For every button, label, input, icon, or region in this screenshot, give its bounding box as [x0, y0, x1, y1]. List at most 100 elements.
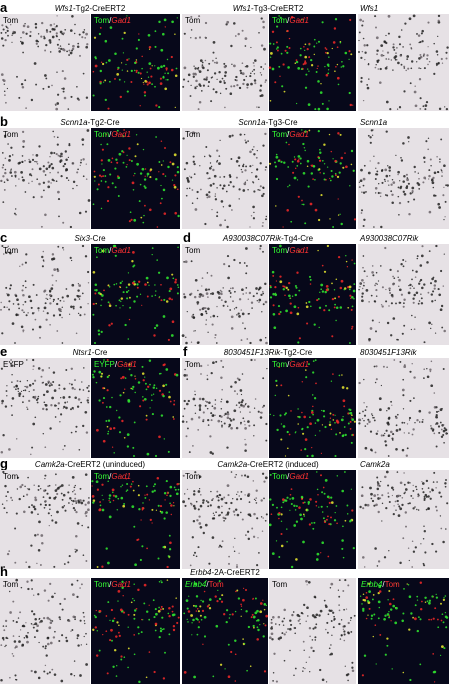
cell	[122, 504, 126, 508]
cell	[433, 72, 436, 75]
cell	[244, 45, 247, 47]
cell	[415, 485, 417, 488]
cell	[424, 596, 427, 600]
cell	[77, 283, 80, 285]
cell	[93, 614, 96, 617]
cell	[185, 194, 188, 197]
cell	[207, 418, 210, 422]
cell	[31, 328, 35, 331]
cell	[375, 63, 377, 66]
cell	[361, 24, 364, 27]
cell	[217, 589, 219, 592]
cell	[119, 281, 122, 285]
cell	[324, 65, 326, 68]
cell	[75, 502, 78, 504]
cell	[79, 619, 82, 622]
cell	[229, 613, 231, 616]
cell	[144, 494, 146, 496]
cell	[387, 407, 391, 410]
cell	[244, 449, 247, 452]
cell	[420, 254, 424, 258]
cell	[131, 181, 135, 185]
panel-bg	[91, 578, 180, 684]
cell	[259, 185, 262, 188]
micrograph	[91, 578, 180, 684]
cell	[255, 156, 258, 159]
cell	[202, 306, 206, 310]
text-part: Tom	[94, 246, 109, 255]
cell	[93, 36, 97, 39]
cell	[223, 262, 226, 266]
cell	[44, 503, 47, 507]
cell	[141, 304, 143, 306]
panel-label: Tom	[3, 472, 18, 481]
text-part: Tom	[3, 16, 18, 25]
cell	[187, 497, 190, 500]
cell	[136, 162, 139, 166]
cell	[369, 327, 373, 330]
cell	[167, 450, 170, 453]
cell	[117, 600, 119, 602]
cell	[204, 36, 207, 39]
cell	[295, 102, 298, 105]
cell	[410, 67, 413, 70]
cell	[323, 309, 326, 312]
cell	[107, 186, 110, 189]
cell	[128, 363, 131, 366]
cell	[13, 640, 17, 643]
cell	[333, 519, 337, 522]
cell	[158, 106, 161, 109]
cell	[363, 566, 366, 568]
cell	[223, 496, 226, 499]
cell	[140, 631, 143, 634]
cell	[362, 593, 365, 596]
cell	[36, 178, 39, 181]
cell	[412, 489, 415, 492]
cell	[320, 552, 322, 554]
cell	[274, 165, 278, 168]
cell	[380, 44, 384, 47]
cell	[59, 602, 62, 605]
cell	[388, 287, 391, 290]
cell	[33, 613, 36, 616]
cell	[48, 293, 52, 297]
cell	[249, 226, 251, 228]
cell	[396, 499, 399, 503]
cell	[32, 368, 34, 370]
cell	[98, 609, 101, 613]
cell	[221, 398, 223, 400]
panel-label: Tom/Gad1	[94, 580, 131, 589]
text-part: Gad1	[111, 16, 131, 25]
cell	[317, 65, 319, 67]
cell	[392, 43, 395, 46]
cell	[195, 610, 198, 612]
cell	[37, 485, 40, 488]
cell	[278, 65, 281, 68]
cell	[166, 494, 168, 497]
cell	[336, 46, 339, 49]
cell	[315, 558, 319, 561]
cell	[352, 289, 356, 293]
text-part: -Tg2-Cre	[280, 348, 313, 357]
cell	[143, 83, 145, 85]
cell	[128, 159, 131, 162]
cell	[346, 504, 349, 507]
cell	[157, 504, 160, 507]
cell	[254, 175, 258, 178]
cell	[81, 244, 85, 248]
cell	[220, 401, 222, 403]
cell	[419, 278, 423, 282]
cell	[414, 617, 417, 621]
cell	[344, 471, 346, 473]
cell	[281, 632, 284, 635]
cell	[209, 155, 212, 158]
cell	[26, 408, 29, 410]
cell	[259, 338, 263, 342]
cell	[148, 284, 150, 286]
cell	[80, 401, 83, 404]
cell	[129, 211, 132, 214]
caption: Camk2a-CreERT2 (uninduced)	[35, 460, 145, 469]
cell	[353, 297, 355, 300]
cell	[128, 147, 131, 150]
cell	[195, 595, 199, 598]
